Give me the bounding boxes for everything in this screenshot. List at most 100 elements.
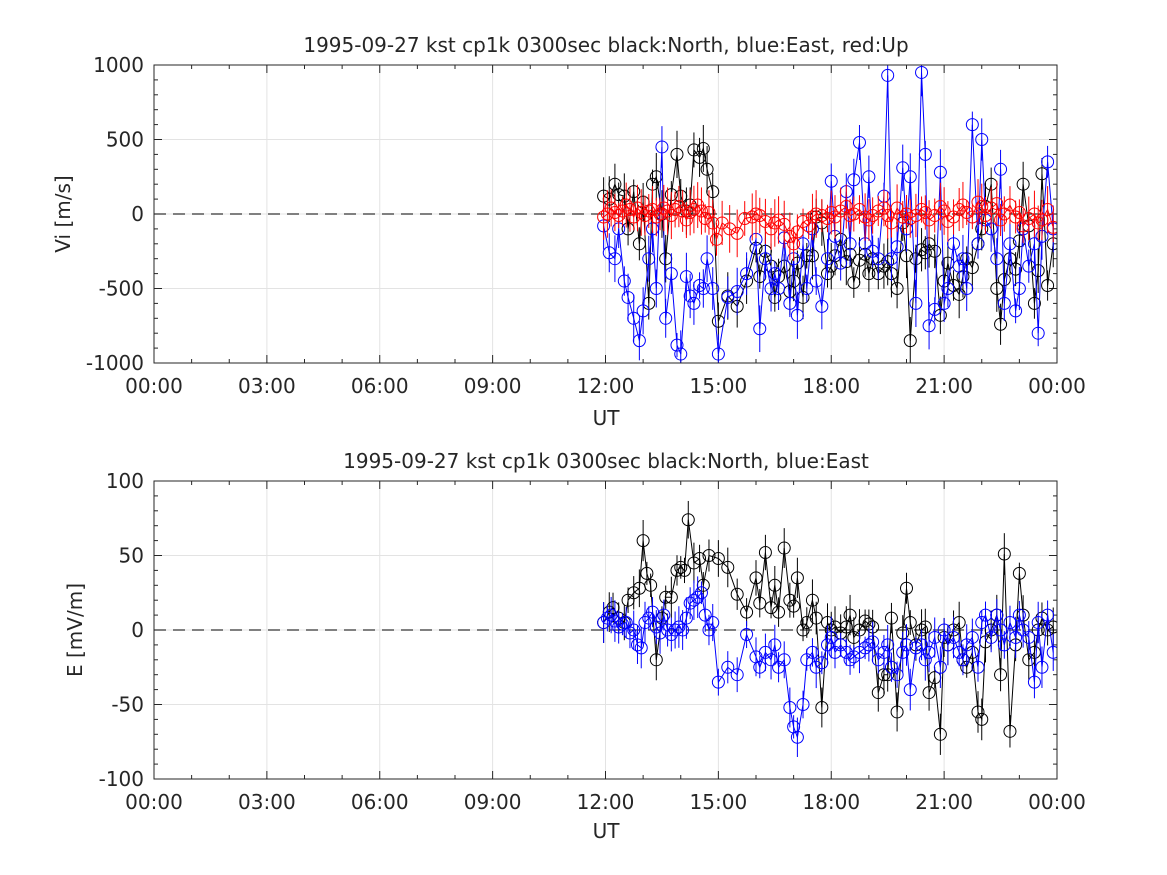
x-tick-label: 09:00 bbox=[464, 374, 522, 398]
data-point bbox=[740, 605, 754, 619]
data-point bbox=[815, 700, 829, 714]
data-point bbox=[997, 547, 1011, 561]
data-point bbox=[679, 611, 693, 625]
y-tick-label: 100 bbox=[106, 469, 144, 493]
data-point bbox=[738, 211, 752, 225]
data-point bbox=[805, 645, 819, 659]
data-point bbox=[668, 623, 682, 637]
data-point bbox=[612, 208, 626, 222]
data-point bbox=[670, 338, 684, 352]
data-point bbox=[777, 541, 791, 555]
data-point bbox=[702, 623, 716, 637]
data-point bbox=[638, 616, 652, 630]
data-point bbox=[847, 173, 861, 187]
data-point bbox=[768, 578, 782, 592]
data-point bbox=[711, 347, 725, 361]
data-point bbox=[693, 551, 707, 565]
data-point bbox=[655, 140, 669, 154]
data-point bbox=[642, 252, 656, 266]
data-point bbox=[984, 630, 998, 644]
x-tick-label: 18:00 bbox=[802, 374, 860, 398]
data-point bbox=[915, 65, 929, 79]
data-point bbox=[1022, 259, 1036, 273]
data-point bbox=[933, 165, 947, 179]
efield-panel-xlabel: UT bbox=[593, 819, 621, 843]
data-point bbox=[994, 623, 1008, 637]
data-point bbox=[915, 203, 929, 217]
data-point bbox=[971, 705, 985, 719]
data-point bbox=[657, 608, 671, 622]
data-point bbox=[824, 206, 838, 220]
data-point bbox=[649, 653, 663, 667]
data-point bbox=[1031, 616, 1045, 630]
data-point bbox=[884, 611, 898, 625]
data-point bbox=[881, 208, 895, 222]
data-point bbox=[990, 282, 1004, 295]
data-point bbox=[730, 587, 744, 601]
data-point bbox=[1012, 206, 1026, 220]
data-point bbox=[997, 273, 1011, 287]
series-up bbox=[597, 179, 1057, 262]
data-point bbox=[632, 237, 646, 251]
y-tick-label: 1000 bbox=[93, 53, 144, 77]
x-tick-label: 21:00 bbox=[915, 374, 973, 398]
data-point bbox=[1003, 616, 1017, 630]
data-point bbox=[768, 290, 782, 304]
data-point bbox=[900, 581, 913, 595]
data-point bbox=[679, 213, 693, 227]
data-point bbox=[730, 226, 744, 240]
x-tick-label: 03:00 bbox=[238, 374, 296, 398]
data-point bbox=[990, 197, 1004, 211]
data-point bbox=[903, 170, 917, 184]
data-point bbox=[839, 645, 853, 659]
data-point bbox=[657, 201, 671, 215]
data-point bbox=[668, 203, 682, 217]
data-point bbox=[664, 627, 678, 641]
data-point bbox=[824, 174, 838, 188]
data-point bbox=[1027, 675, 1041, 689]
data-point bbox=[952, 259, 966, 273]
data-point bbox=[947, 630, 961, 644]
data-point bbox=[1041, 279, 1055, 293]
data-point bbox=[997, 296, 1011, 310]
data-point bbox=[971, 660, 985, 674]
data-point bbox=[693, 279, 707, 293]
data-point bbox=[918, 620, 932, 634]
data-point bbox=[608, 206, 622, 220]
x-tick-label: 12:00 bbox=[577, 374, 635, 398]
data-point bbox=[871, 252, 885, 266]
data-point bbox=[721, 290, 735, 304]
data-point bbox=[890, 705, 904, 719]
data-point bbox=[790, 571, 804, 585]
data-point bbox=[664, 590, 678, 604]
data-point bbox=[839, 200, 853, 214]
data-point bbox=[881, 638, 895, 652]
series-up-line bbox=[603, 201, 1054, 246]
data-point bbox=[941, 282, 955, 295]
data-point bbox=[847, 276, 861, 290]
data-point bbox=[994, 668, 1008, 682]
data-point bbox=[783, 296, 797, 310]
data-point bbox=[933, 727, 947, 741]
data-point bbox=[915, 638, 929, 652]
data-point bbox=[800, 282, 814, 295]
data-point bbox=[1031, 326, 1045, 340]
data-point bbox=[745, 210, 759, 224]
data-point bbox=[706, 282, 720, 295]
data-point bbox=[903, 616, 917, 630]
series-east-line bbox=[603, 72, 1054, 355]
y-tick-label: 50 bbox=[119, 544, 144, 568]
data-point bbox=[900, 638, 913, 652]
data-point bbox=[843, 653, 857, 667]
data-point bbox=[696, 141, 710, 155]
data-point bbox=[659, 590, 673, 604]
data-point bbox=[952, 645, 966, 659]
data-point bbox=[627, 623, 641, 637]
velocity-panel-xlabel: UT bbox=[593, 406, 621, 430]
data-point bbox=[694, 586, 708, 600]
data-point bbox=[824, 630, 838, 644]
data-point bbox=[664, 267, 678, 281]
data-point bbox=[1009, 630, 1023, 644]
data-point bbox=[839, 620, 853, 634]
